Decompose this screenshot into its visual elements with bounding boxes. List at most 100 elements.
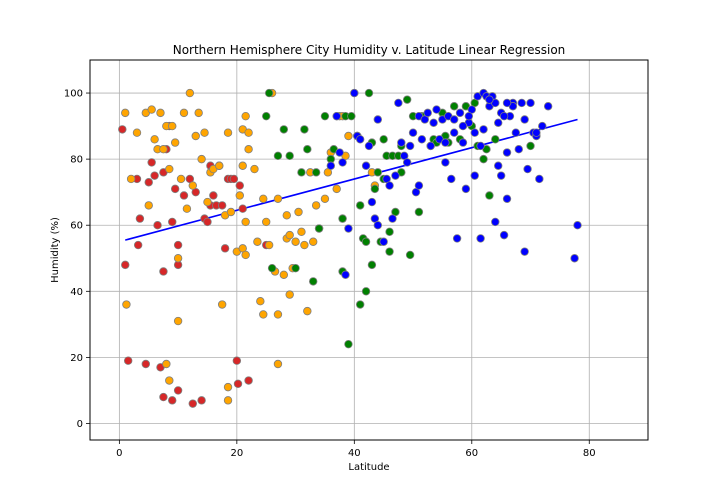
data-point bbox=[303, 145, 312, 154]
data-point bbox=[429, 118, 438, 127]
data-point bbox=[499, 230, 509, 240]
x-axis-label: Latitude bbox=[348, 462, 389, 473]
data-point bbox=[447, 174, 456, 184]
data-point bbox=[165, 164, 174, 174]
data-point bbox=[338, 214, 347, 223]
data-point bbox=[532, 128, 541, 137]
data-point bbox=[262, 217, 271, 227]
data-point bbox=[235, 191, 244, 200]
data-point bbox=[132, 128, 142, 137]
data-point bbox=[350, 88, 359, 98]
data-point bbox=[491, 217, 500, 227]
data-point bbox=[370, 184, 380, 194]
data-point bbox=[402, 158, 412, 167]
data-point bbox=[335, 148, 344, 157]
data-point bbox=[309, 237, 318, 246]
data-point bbox=[121, 108, 130, 118]
data-point bbox=[273, 359, 283, 369]
data-point bbox=[367, 197, 377, 207]
data-point bbox=[332, 184, 341, 194]
data-point bbox=[285, 290, 294, 299]
data-point bbox=[520, 247, 529, 256]
data-point bbox=[385, 227, 394, 237]
data-point bbox=[523, 164, 532, 174]
data-point bbox=[173, 386, 183, 395]
data-point bbox=[476, 141, 485, 151]
plot-frame bbox=[89, 59, 649, 441]
data-point bbox=[197, 154, 206, 164]
data-point bbox=[264, 88, 274, 98]
data-point bbox=[267, 263, 277, 273]
data-point bbox=[470, 128, 479, 137]
data-point bbox=[517, 98, 526, 108]
data-point bbox=[238, 204, 247, 213]
data-point bbox=[311, 168, 321, 177]
data-point bbox=[494, 161, 503, 170]
data-point bbox=[291, 237, 300, 246]
data-point bbox=[344, 339, 353, 349]
data-point bbox=[203, 197, 212, 207]
x-tick-label: 40 bbox=[348, 448, 361, 459]
data-point bbox=[170, 184, 180, 194]
data-point bbox=[156, 108, 165, 118]
data-point bbox=[126, 174, 136, 184]
data-point bbox=[405, 250, 415, 260]
data-point bbox=[514, 145, 523, 154]
data-point bbox=[449, 115, 459, 124]
data-point bbox=[238, 161, 247, 170]
y-tick-label: 60 bbox=[70, 221, 83, 232]
data-point bbox=[223, 128, 233, 137]
data-point bbox=[209, 191, 218, 200]
data-point bbox=[449, 102, 459, 111]
x-tick-label: 60 bbox=[465, 448, 478, 459]
data-point bbox=[452, 234, 462, 243]
data-point bbox=[159, 145, 168, 154]
data-point bbox=[200, 128, 209, 137]
x-tick-label: 20 bbox=[230, 448, 243, 459]
data-point bbox=[449, 128, 459, 137]
data-point bbox=[179, 108, 189, 118]
data-point bbox=[570, 254, 579, 263]
data-point bbox=[320, 194, 330, 203]
data-point bbox=[118, 125, 127, 134]
data-point bbox=[402, 95, 412, 104]
x-tick-label: 0 bbox=[116, 448, 122, 459]
data-point bbox=[173, 254, 183, 263]
data-point bbox=[241, 250, 250, 260]
data-point bbox=[502, 98, 512, 108]
data-point bbox=[282, 211, 291, 220]
data-point bbox=[511, 128, 521, 137]
data-point bbox=[179, 191, 189, 200]
data-point bbox=[122, 300, 131, 309]
data-point bbox=[291, 263, 300, 273]
data-point bbox=[458, 121, 468, 131]
data-point bbox=[182, 204, 192, 213]
data-point bbox=[194, 108, 203, 118]
data-point bbox=[464, 111, 474, 121]
data-point bbox=[485, 191, 494, 200]
data-point bbox=[408, 128, 418, 137]
data-point bbox=[273, 151, 283, 161]
data-point bbox=[502, 194, 512, 203]
y-tick-label: 0 bbox=[77, 419, 83, 430]
data-point bbox=[188, 181, 197, 190]
data-point bbox=[470, 171, 479, 180]
data-point bbox=[153, 221, 162, 230]
data-point bbox=[461, 184, 471, 194]
data-point bbox=[385, 181, 394, 190]
data-point bbox=[285, 230, 294, 240]
data-point bbox=[364, 141, 374, 151]
data-point bbox=[355, 201, 365, 210]
data-point bbox=[162, 359, 171, 369]
data-point bbox=[241, 111, 250, 121]
data-point bbox=[135, 214, 145, 223]
data-point bbox=[159, 267, 168, 276]
data-point bbox=[256, 297, 265, 306]
x-tick-label: 80 bbox=[583, 448, 596, 459]
data-point bbox=[279, 125, 289, 134]
data-point bbox=[294, 207, 303, 217]
data-point bbox=[311, 201, 321, 210]
data-point bbox=[355, 300, 365, 309]
data-point bbox=[526, 141, 535, 151]
